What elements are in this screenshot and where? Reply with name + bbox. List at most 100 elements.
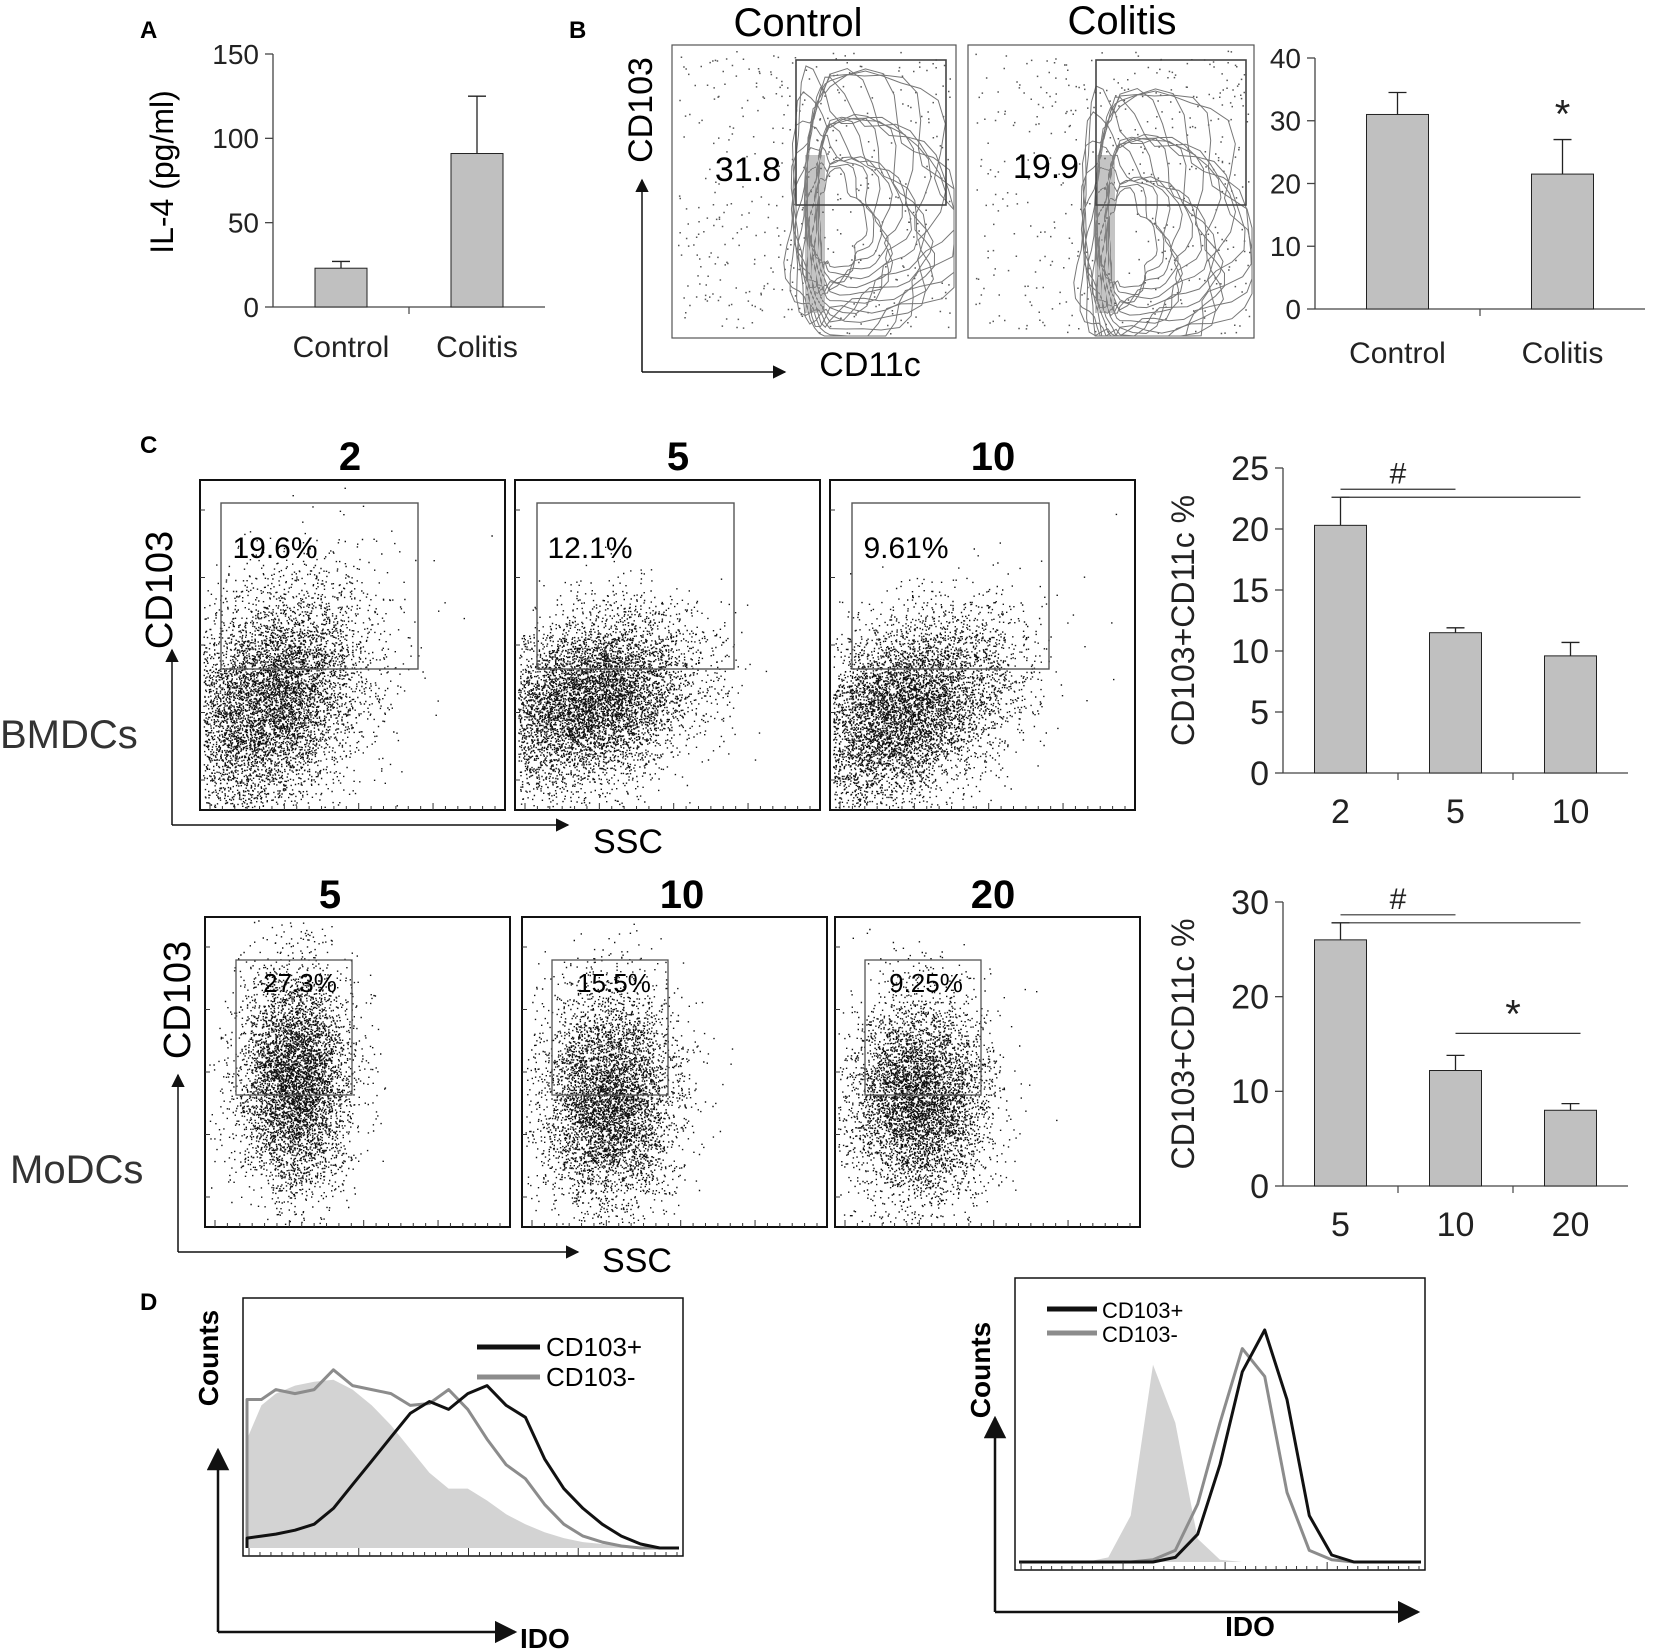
contour-line [791, 68, 955, 331]
contour-line [793, 86, 936, 328]
bmdc-xlabel: SSC [593, 823, 663, 861]
histogram-left-xlabel: IDO [520, 1623, 570, 1651]
gate-box [220, 502, 419, 670]
modc-ylabel: CD103 [157, 941, 199, 1059]
contour-line [1086, 124, 1224, 337]
gate-box [1095, 59, 1247, 206]
histogram-CD103+ [245, 1384, 679, 1550]
legend-label-cd103-pos: CD103+ [1102, 1298, 1183, 1323]
gate-box [536, 502, 735, 670]
y-tick-label: 20 [1231, 511, 1269, 549]
contour-line [783, 65, 955, 337]
modc-dot-plot-1: 27.3% [204, 916, 511, 1228]
bmdc-dot-plot-3: 9.61% [829, 479, 1136, 811]
gate-value-colitis: 19.9 [1013, 148, 1079, 186]
y-tick-label: 20 [1270, 168, 1301, 199]
panel-letter-c: C [140, 432, 157, 459]
bar-Colitis [1531, 173, 1594, 310]
significance-marker: * [1555, 93, 1571, 137]
significance-marker: # [1390, 883, 1407, 916]
modc-plot-title-2: 10 [660, 873, 705, 917]
y-tick-label: 10 [1231, 1073, 1269, 1111]
significance-marker: * [1505, 992, 1521, 1036]
category-label: Control [1349, 337, 1446, 370]
contour-line [1083, 106, 1226, 337]
panel-b: B Control Colitis CD103 CD11c 31.8 19.9 … [569, 0, 1645, 384]
panel-letter-d: D [140, 1289, 157, 1316]
panel-c: C 2 5 10 CD103 BMDCs SSC 19.6% 12.1% [0, 432, 1628, 1280]
event-dots [518, 546, 768, 808]
modc-percent-3: 9.25% [889, 968, 963, 998]
modc-xlabel: SSC [602, 1242, 672, 1280]
y-tick-label: 0 [1285, 294, 1301, 325]
event-dots [833, 513, 1118, 809]
gate-value-control: 31.8 [715, 151, 781, 189]
bar-chart-ylabel: CD103+CD11c % [1165, 495, 1201, 746]
histogram-right-xlabel: IDO [1225, 1611, 1275, 1642]
contour-line [1081, 88, 1252, 337]
contour-plot-control: 31.8 [671, 44, 957, 339]
gate-box [864, 959, 982, 1096]
contour-line [813, 159, 883, 284]
histogram-right: Counts IDO CD103+ CD103- [965, 1277, 1426, 1642]
y-tick-label: 10 [1270, 231, 1301, 262]
contour-line [1094, 138, 1202, 316]
bmdc-plot-title-3: 10 [971, 435, 1016, 479]
modc-plot-title-1: 5 [319, 873, 341, 917]
contour-line [1095, 137, 1208, 324]
gate-box [795, 59, 947, 206]
category-label: 20 [1552, 1206, 1590, 1244]
significance-marker: # [1390, 457, 1407, 490]
histogram-CD103+ [1019, 1328, 1421, 1564]
y-tick-label: 20 [1231, 979, 1269, 1017]
gate-box [851, 502, 1050, 670]
bar-Control [1366, 113, 1429, 310]
histogram-CD103- [245, 1368, 679, 1550]
bmdc-row-label: BMDCs [0, 713, 138, 757]
bar-5 [1429, 632, 1482, 774]
bmdc-dot-plot-1: 19.6% [199, 479, 506, 811]
category-label: 10 [1552, 793, 1590, 831]
legend-label-cd103-neg: CD103- [546, 1362, 636, 1392]
y-tick-label: 15 [1231, 572, 1269, 610]
y-tick-label: 0 [243, 292, 259, 323]
bar-10 [1429, 1070, 1482, 1187]
bar-Colitis [450, 153, 504, 308]
modc-plot-title-3: 20 [971, 873, 1016, 917]
bmdc-plot-title-2: 5 [667, 435, 689, 479]
legend-label-cd103-neg: CD103- [1102, 1322, 1178, 1347]
modc-percent-1: 27.3% [263, 968, 337, 998]
panel-b-title-colitis: Colitis [1068, 0, 1177, 43]
y-tick-label: 100 [212, 123, 259, 154]
category-label: Control [293, 331, 390, 364]
event-dots [203, 487, 493, 809]
panel-b-title-control: Control [734, 1, 863, 45]
y-tick-label: 10 [1231, 633, 1269, 671]
y-tick-label: 25 [1231, 450, 1269, 488]
event-dots [525, 923, 734, 1226]
y-tick-label: 30 [1231, 884, 1269, 922]
contour-line [1103, 179, 1173, 304]
y-tick-label: 40 [1270, 43, 1301, 74]
modc-dot-plot-2: 15.5% [521, 916, 828, 1228]
contour-line [805, 117, 918, 304]
histogram-left-legend: CD103+ CD103- [477, 1332, 642, 1392]
bmdc-plot-title-1: 2 [339, 435, 361, 479]
y-tick-label: 0 [1250, 1168, 1269, 1206]
bmdc-percent-1: 19.6% [232, 532, 317, 565]
bmdc-percent-2: 12.1% [547, 532, 632, 565]
modc-percent-2: 15.5% [577, 968, 651, 998]
histogram-left: Counts IDO CD103+ CD103- [193, 1297, 684, 1651]
category-label: 2 [1331, 793, 1350, 831]
y-tick-label: 150 [212, 39, 259, 70]
bmdc-row: 2 5 10 CD103 BMDCs SSC 19.6% 12.1% [0, 435, 1628, 861]
gate-box [551, 959, 669, 1096]
histogram-right-ylabel: Counts [965, 1322, 996, 1418]
modc-row-label: MoDCs [10, 1148, 143, 1192]
panel-b-ylabel: CD103 [622, 57, 660, 163]
gate-box [235, 959, 353, 1096]
histogram-right-legend: CD103+ CD103- [1047, 1298, 1183, 1347]
bmdc-dot-plot-2: 12.1% [514, 479, 821, 811]
